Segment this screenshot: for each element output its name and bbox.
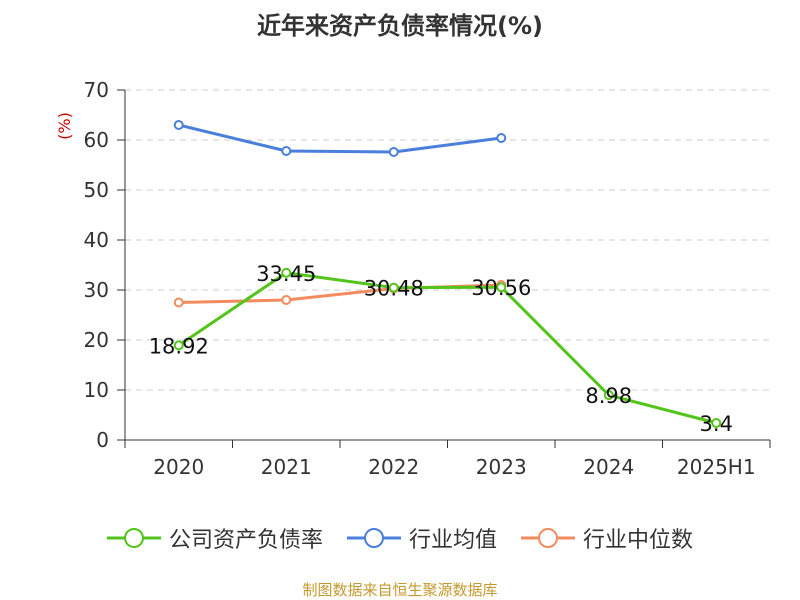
series-line (178, 123, 502, 154)
data-point (281, 295, 292, 305)
data-point (496, 133, 507, 143)
data-label: 33.45 (256, 262, 316, 286)
legend-swatch (521, 528, 575, 548)
legend-swatch-marker (123, 528, 144, 548)
data-label: 30.56 (471, 276, 531, 300)
data-point (388, 282, 399, 293)
legend-label: 行业中位数 (583, 528, 694, 553)
legend: 公司资产负债率 行业均值 行业中位数 (0, 520, 800, 556)
y-axis-label: (%) (55, 112, 74, 140)
data-point (173, 340, 184, 351)
x-tick-label: 2023 (476, 455, 527, 479)
data-point (281, 146, 292, 156)
x-tick-label: 2020 (153, 455, 204, 479)
y-tick-label: 20 (84, 328, 109, 352)
source-note: 制图数据来自恒生聚源数据库 (302, 581, 498, 599)
data-point (281, 267, 292, 278)
x-tick-label: 2025H1 (677, 455, 756, 479)
series-line (177, 271, 717, 425)
legend-label: 公司资产负债率 (168, 528, 323, 553)
y-tick-label: 70 (84, 78, 109, 102)
legend-label: 行业均值 (408, 528, 497, 553)
legend-swatch-marker (538, 528, 558, 548)
data-point (173, 120, 184, 130)
y-tick-label: 50 (84, 178, 109, 202)
legend-item[interactable]: 行业中位数 (521, 522, 693, 554)
data-point (603, 390, 614, 401)
legend-swatch (106, 528, 161, 548)
data-point (711, 418, 722, 428)
data-point (496, 282, 507, 293)
y-tick-label: 40 (84, 228, 109, 252)
x-tick-label: 2021 (261, 455, 312, 479)
legend-swatch-marker (363, 528, 384, 548)
data-label: 30.48 (364, 277, 424, 301)
legend-item[interactable]: 公司资产负债率 (106, 522, 323, 554)
y-tick-label: 30 (84, 278, 109, 302)
y-tick-label: 0 (96, 428, 109, 452)
x-tick-label: 2024 (583, 455, 634, 479)
x-tick-label: 2022 (368, 455, 419, 479)
data-label: 8.98 (585, 384, 632, 408)
data-label: 3.4 (700, 412, 733, 436)
legend-item[interactable]: 行业均值 (346, 522, 497, 554)
y-tick-label: 10 (84, 378, 109, 402)
chart-title: 近年来资产负债率情况(%) (257, 12, 543, 40)
data-point (173, 297, 184, 308)
legend-swatch (346, 528, 401, 548)
y-tick-label: 60 (84, 128, 109, 152)
data-label: 18.92 (149, 334, 209, 358)
data-point (388, 147, 399, 157)
